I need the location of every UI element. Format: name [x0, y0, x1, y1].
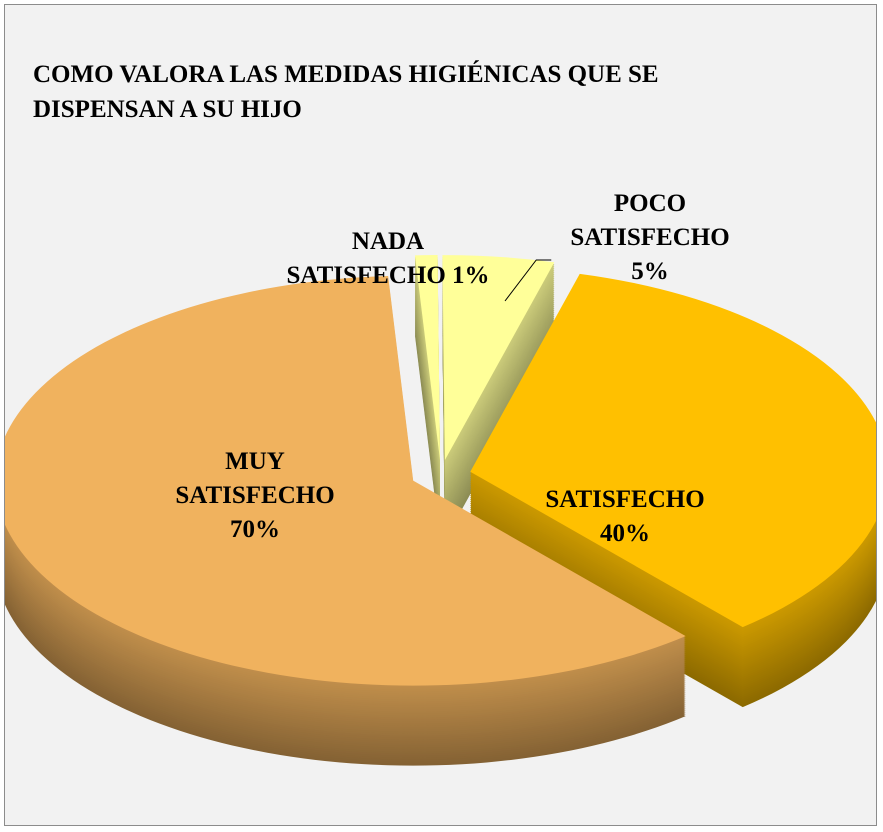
leader-line	[504, 259, 552, 302]
slice	[414, 255, 441, 461]
category-label: NADA SATISFECHO	[286, 228, 446, 289]
chart: COMO VALORA LAS MEDIDAS HIGIÉNICAS QUE S…	[4, 4, 877, 826]
value-label: 1%	[452, 262, 490, 289]
data-label: NADA SATISFECHO 1%	[273, 225, 503, 293]
slice	[470, 273, 876, 628]
data-label: POCO SATISFECHO 5%	[550, 187, 750, 289]
slice	[5, 276, 686, 686]
value-label: 40%	[600, 520, 650, 547]
chart-title: COMO VALORA LAS MEDIDAS HIGIÉNICAS QUE S…	[33, 61, 659, 123]
value-label: 5%	[631, 258, 669, 285]
pie-plot	[5, 255, 876, 766]
category-label: POCO SATISFECHO	[570, 190, 730, 251]
slice	[442, 255, 555, 461]
data-label: SATISFECHO 40%	[525, 483, 725, 551]
data-label: MUY SATISFECHO 70%	[155, 445, 355, 547]
category-label: SATISFECHO	[545, 486, 705, 513]
value-label: 70%	[230, 516, 280, 543]
category-label: MUY SATISFECHO	[175, 448, 335, 509]
